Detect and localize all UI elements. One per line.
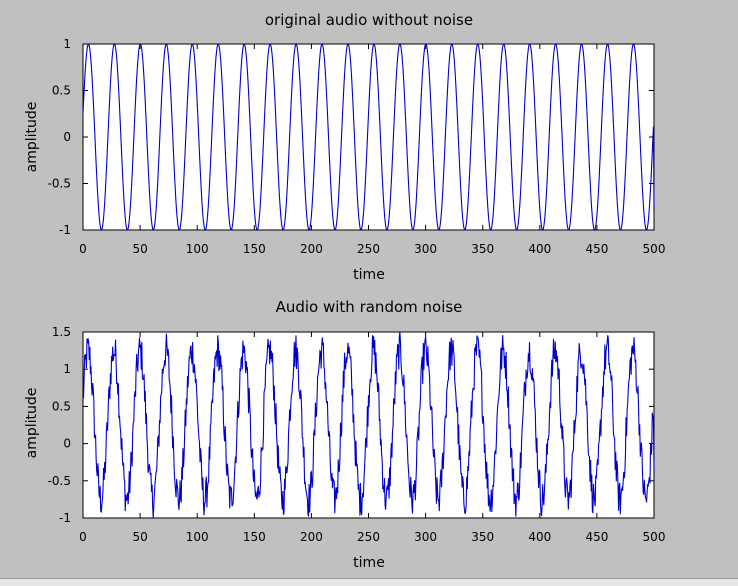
x-tick-label: 500: [643, 242, 666, 256]
noisy-audio-plot: Audio with random noise -1 -0.5 0 0.5 1 1.5 0…: [24, 298, 665, 571]
y-tick-label: 1: [63, 362, 71, 376]
x-tick-label: 50: [132, 242, 147, 256]
series-line-clean: [82, 42, 655, 232]
x-tick-label: 400: [528, 530, 551, 544]
y-axis-label: amplitude: [24, 102, 40, 173]
x-axis-ticks: 0 50 100 150 200 250 300 350 400 450 500: [79, 44, 665, 256]
x-tick-label: 0: [79, 530, 87, 544]
x-tick-label: 200: [300, 530, 323, 544]
plot-title: Audio with random noise: [276, 298, 463, 316]
y-tick-label: -0.5: [48, 474, 71, 488]
x-tick-label: 150: [243, 242, 266, 256]
x-tick-label: 50: [132, 530, 147, 544]
y-axis-ticks: -1 -0.5 0 0.5 1 1.5: [48, 325, 654, 525]
plot-area: [82, 43, 655, 231]
plot-title: original audio without noise: [265, 11, 473, 29]
x-tick-label: 300: [414, 242, 437, 256]
x-tick-label: 300: [414, 530, 437, 544]
x-tick-label: 250: [357, 242, 380, 256]
x-tick-label: 100: [186, 242, 209, 256]
original-audio-plot: original audio without noise -1 -0.5 0 0.5 1…: [24, 11, 665, 283]
y-tick-label: -0.5: [48, 177, 71, 191]
y-tick-label: 1.5: [52, 325, 71, 339]
x-axis-ticks: 0 50 100 150 200 250 300 350 400 450 500: [79, 332, 665, 544]
y-tick-label: -1: [59, 511, 71, 525]
x-tick-label: 350: [471, 530, 494, 544]
x-axis-label: time: [353, 267, 385, 283]
x-tick-label: 200: [300, 242, 323, 256]
series-line-noisy: [82, 332, 655, 518]
y-tick-label: 0: [63, 130, 71, 144]
y-tick-label: 1: [63, 37, 71, 51]
x-tick-label: 400: [528, 242, 551, 256]
x-tick-label: 450: [585, 242, 608, 256]
x-tick-label: 100: [186, 530, 209, 544]
y-tick-label: -1: [59, 223, 71, 237]
y-tick-label: 0.5: [52, 399, 71, 413]
x-tick-label: 350: [471, 242, 494, 256]
x-tick-label: 450: [585, 530, 608, 544]
window-bottom-edge: [0, 578, 738, 586]
y-tick-label: 0: [63, 437, 71, 451]
x-tick-label: 500: [643, 530, 666, 544]
x-tick-label: 150: [243, 530, 266, 544]
y-axis-ticks: -1 -0.5 0 0.5 1: [48, 37, 654, 237]
x-axis-label: time: [353, 555, 385, 571]
y-tick-label: 0.5: [52, 84, 71, 98]
x-tick-label: 250: [357, 530, 380, 544]
x-tick-label: 0: [79, 242, 87, 256]
y-axis-label: amplitude: [24, 388, 40, 459]
